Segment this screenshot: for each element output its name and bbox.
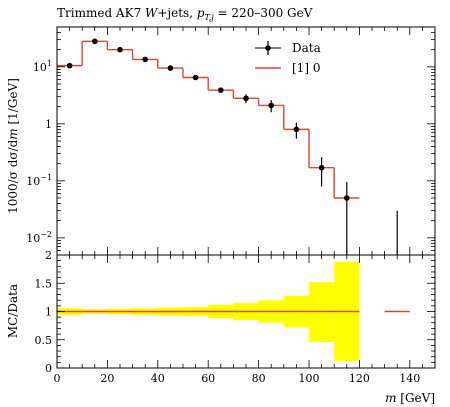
xtick-label-6: 120: [349, 372, 370, 385]
ytick-base: 10: [26, 232, 40, 245]
ylabel-unit: [1/GeV]: [6, 78, 20, 128]
data-point-8: [268, 100, 275, 113]
ytick-exp: 1: [47, 59, 52, 68]
ratio-ytick-label-2: 1: [45, 306, 52, 319]
data-point-10: [318, 157, 325, 187]
data-marker-10: [318, 164, 325, 171]
data-marker-3: [142, 56, 148, 63]
ytick-base: 10: [26, 175, 40, 188]
title-w: W: [145, 6, 159, 20]
ytick-exp: −2: [40, 230, 52, 239]
title-jets: +jets,: [157, 6, 197, 20]
legend-data-marker: [265, 45, 271, 51]
ratio-frame: [56, 254, 436, 369]
main-x-ticks: [56, 27, 436, 255]
data-marker-1: [92, 38, 98, 45]
ytick-exp: −1: [40, 173, 52, 182]
data-marker-0: [66, 62, 73, 69]
ylabel-main: 1000/σ dσ/d: [6, 139, 20, 214]
ratio-ytick-label-4: 2: [45, 249, 52, 262]
data-marker-6: [218, 87, 224, 93]
data-point-1: [92, 38, 98, 45]
main-ytick-label-1: 1: [45, 118, 52, 131]
ratio-ytick-label-3: 1.5: [35, 277, 53, 290]
ratio-x-axis: 0 20 40 60 80 100 120 140: [54, 255, 436, 385]
data-marker-4: [167, 65, 174, 71]
legend-data-label: Data: [292, 41, 321, 55]
data-point-0: [66, 62, 73, 69]
data-marker-11: [344, 195, 350, 201]
ytick-base: 10: [33, 61, 47, 74]
ratio-ytick-label-1: 0.5: [35, 334, 53, 347]
main-y-axis-title: 1000/σ dσ/dm [1/GeV]: [6, 78, 20, 214]
data-marker-9: [293, 126, 300, 133]
xtick-label-1: 20: [100, 372, 114, 385]
x-axis-title: m [GeV]: [385, 391, 435, 405]
data-point-4: [167, 65, 174, 71]
title-prefix: Trimmed AK7: [57, 6, 145, 20]
ratio-ytick-label-0: 0: [45, 362, 52, 375]
xtick-label-5: 100: [299, 372, 320, 385]
ratio-panel: 0 0.5 1 1.5 2 0 20 40 60 80 100 120 140 MC/Data m […: [6, 249, 436, 405]
main-ytick-label-0: 101: [33, 59, 52, 74]
plot-title: Trimmed AK7 W+jets, pT,j = 220–300 GeV: [57, 6, 313, 22]
xtick-label-7: 140: [399, 372, 420, 385]
svg-text:Trimmed AK7 W+jets, pT,j = 220: Trimmed AK7 W+jets, pT,j = 220–300 GeV: [57, 6, 313, 22]
legend: Data [1] 0: [255, 41, 321, 75]
legend-mc-label: [1] 0: [292, 61, 320, 75]
title-subscript: T,j: [205, 13, 215, 22]
xtick-label-0: 0: [54, 372, 61, 385]
data-marker-5: [192, 74, 199, 81]
data-points: [66, 38, 398, 255]
data-marker-2: [117, 46, 123, 53]
xlabel-m: m: [385, 391, 396, 405]
xtick-label-4: 80: [252, 372, 266, 385]
ylabel-m: m: [6, 128, 20, 139]
data-point-7: [243, 94, 249, 104]
main-ytick-label-2: 10−1: [26, 173, 52, 188]
data-marker-8: [268, 102, 275, 109]
title-range: = 220–300 GeV: [214, 6, 313, 20]
data-point-11: [344, 182, 350, 255]
xlabel-unit: [GeV]: [396, 391, 435, 405]
data-point-3: [142, 56, 148, 63]
data-marker-7: [243, 95, 249, 102]
main-ytick-label-3: 10−2: [26, 230, 52, 245]
data-point-5: [192, 74, 199, 81]
title-p: p: [197, 6, 205, 20]
data-point-6: [218, 87, 224, 93]
ratio-y-axis: 0 0.5 1 1.5 2: [35, 249, 435, 375]
main-frame: [56, 26, 436, 256]
xtick-label-2: 40: [151, 372, 165, 385]
xtick-label-3: 60: [201, 372, 215, 385]
data-point-9: [293, 122, 300, 139]
ratio-y-axis-title: MC/Data: [6, 284, 20, 338]
data-point-2: [117, 46, 123, 53]
